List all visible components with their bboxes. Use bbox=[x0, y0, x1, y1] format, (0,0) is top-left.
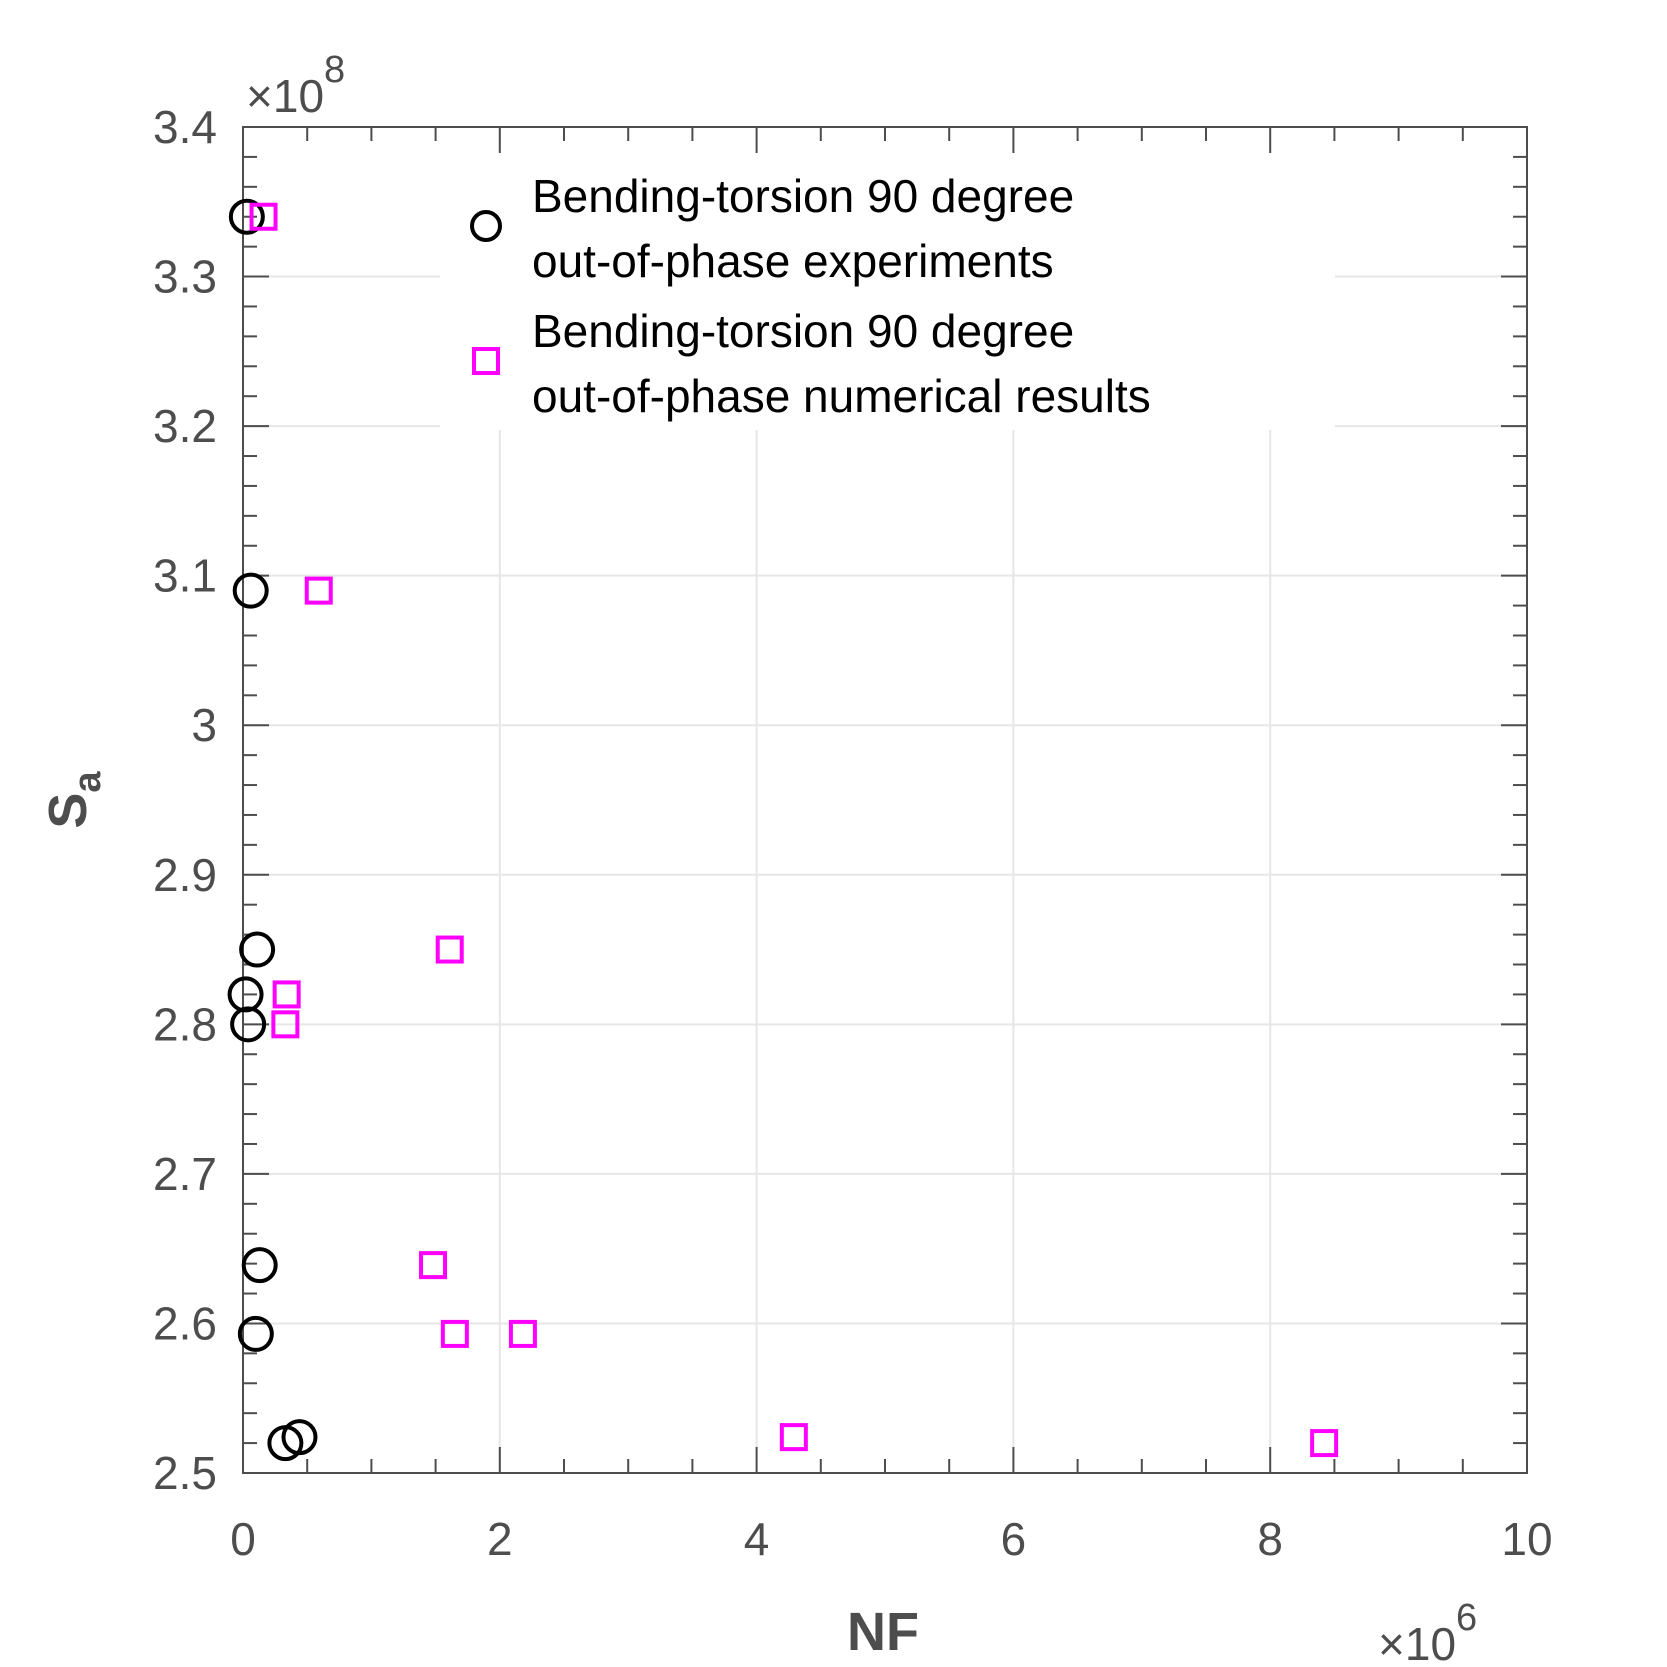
y-tick-label: 2.5 bbox=[153, 1447, 217, 1499]
x-axis-exponent: ×106 bbox=[1378, 1597, 1477, 1667]
data-point-experiment bbox=[230, 1006, 267, 1043]
x-tick-label: 8 bbox=[1257, 1513, 1283, 1565]
data-point-numerical bbox=[304, 576, 333, 605]
x-exponent-power: 6 bbox=[1456, 1597, 1477, 1639]
legend-label-experiments-line2: out-of-phase experiments bbox=[532, 235, 1054, 287]
y-axis-label-subscript: a bbox=[67, 771, 109, 793]
legend-marker-numerical bbox=[472, 347, 500, 375]
x-exponent-base: ×10 bbox=[1378, 1618, 1456, 1667]
data-point-experiment bbox=[239, 931, 276, 968]
y-axis-label-main: S bbox=[38, 793, 98, 829]
y-exponent-base: ×10 bbox=[246, 70, 324, 122]
y-tick-label: 3.2 bbox=[153, 400, 217, 452]
y-exponent-power: 8 bbox=[324, 49, 345, 91]
x-tick-label: 2 bbox=[487, 1513, 513, 1565]
data-point-numerical bbox=[272, 980, 301, 1009]
y-tick-label: 3.4 bbox=[153, 101, 217, 153]
y-tick-label: 3.3 bbox=[153, 251, 217, 303]
data-point-numerical bbox=[508, 1319, 537, 1348]
data-point-experiment bbox=[232, 572, 269, 609]
svg-text:Sa: Sa bbox=[38, 771, 109, 829]
x-tick-label: 6 bbox=[1001, 1513, 1027, 1565]
y-tick-label: 3 bbox=[191, 699, 217, 751]
y-axis-exponent: ×108 bbox=[246, 49, 345, 122]
legend-background bbox=[440, 150, 1335, 430]
data-point-numerical bbox=[271, 1010, 300, 1039]
data-point-numerical bbox=[1310, 1429, 1339, 1458]
y-tick-label: 2.6 bbox=[153, 1297, 217, 1349]
x-tick-label: 4 bbox=[744, 1513, 770, 1565]
x-tick-label: 10 bbox=[1501, 1513, 1552, 1565]
x-tick-label: 0 bbox=[230, 1513, 256, 1565]
y-axis-label: Sa bbox=[38, 771, 109, 829]
data-point-experiment bbox=[281, 1419, 318, 1456]
data-point-experiment bbox=[241, 1247, 278, 1284]
y-tick-label: 3.1 bbox=[153, 550, 217, 602]
y-tick-label: 2.8 bbox=[153, 998, 217, 1050]
legend: Bending-torsion 90 degree out-of-phase e… bbox=[440, 150, 1335, 430]
y-tick-label: 2.9 bbox=[153, 849, 217, 901]
legend-label-numerical-line1: Bending-torsion 90 degree bbox=[532, 305, 1074, 357]
data-point-numerical bbox=[440, 1319, 469, 1348]
data-point-experiment bbox=[228, 198, 265, 235]
data-point-numerical bbox=[249, 202, 278, 231]
legend-marker-experiments bbox=[470, 210, 502, 242]
y-tick-label: 2.7 bbox=[153, 1148, 217, 1200]
axes: 0 2 4 6 8 10 2.5 2.6 2.7 2.8 2.9 3 3.1 3.2 3.3 3.4 bbox=[153, 101, 1553, 1565]
legend-label-numerical-line2: out-of-phase numerical results bbox=[532, 370, 1151, 422]
data-points bbox=[227, 198, 1339, 1462]
data-point-numerical bbox=[419, 1251, 448, 1280]
data-point-experiment bbox=[237, 1315, 274, 1352]
data-point-numerical bbox=[779, 1423, 808, 1452]
data-point-numerical bbox=[435, 935, 464, 964]
x-axis-label: NF bbox=[847, 1602, 919, 1662]
legend-label-experiments-line1: Bending-torsion 90 degree bbox=[532, 170, 1074, 222]
